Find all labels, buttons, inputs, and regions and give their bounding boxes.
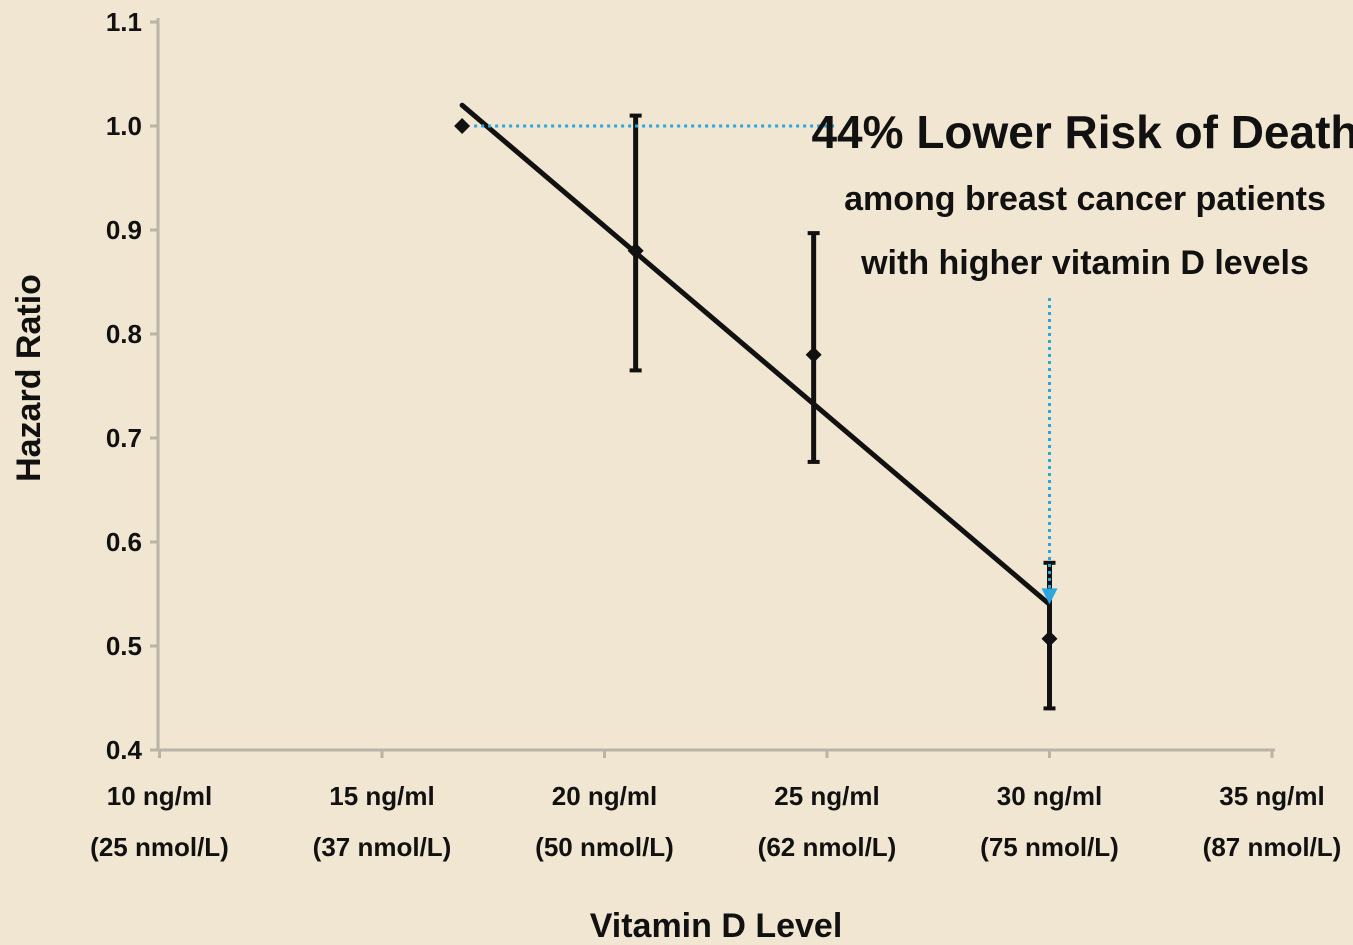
data-marks bbox=[454, 102, 1058, 711]
y-tick-label: 1.1 bbox=[106, 7, 142, 37]
x-tick-sublabel: (75 nmol/L) bbox=[980, 832, 1119, 862]
x-tick-label: 35 ng/ml bbox=[1219, 781, 1324, 811]
y-tick-label: 0.8 bbox=[106, 319, 142, 349]
x-tick-label: 25 ng/ml bbox=[774, 781, 879, 811]
y-tick-label: 0.9 bbox=[106, 215, 142, 245]
annotation-line-2: among breast cancer patients bbox=[844, 180, 1326, 218]
data-point bbox=[805, 346, 822, 363]
y-tick-label: 0.5 bbox=[106, 631, 142, 661]
x-tick-label: 30 ng/ml bbox=[997, 781, 1102, 811]
trend-line bbox=[459, 102, 1052, 607]
arrow-head bbox=[1041, 588, 1058, 605]
x-tick-sublabel: (62 nmol/L) bbox=[758, 832, 897, 862]
x-axis-title: Vitamin D Level bbox=[590, 907, 843, 945]
x-tick-sublabel: (37 nmol/L) bbox=[313, 832, 452, 862]
x-tick-label: 15 ng/ml bbox=[329, 781, 434, 811]
y-axis-title: Hazard Ratio bbox=[10, 274, 48, 482]
x-tick-sublabel: (50 nmol/L) bbox=[535, 832, 674, 862]
y-tick-labels: 1.1 1.0 0.9 0.8 0.7 0.6 0.5 0.4 bbox=[106, 7, 158, 765]
y-tick-label: 0.7 bbox=[106, 423, 142, 453]
annotation-headline: 44% Lower Risk of Death bbox=[811, 106, 1353, 158]
x-tick-label: 20 ng/ml bbox=[552, 781, 657, 811]
y-tick-label: 1.0 bbox=[106, 111, 142, 141]
annotation-lines bbox=[474, 124, 1058, 605]
x-tick-sublabel: (87 nmol/L) bbox=[1203, 832, 1342, 862]
data-point bbox=[454, 118, 471, 134]
x-tick-labels: 10 ng/ml (25 nmol/L) 15 ng/ml (37 nmol/L) 20… bbox=[90, 750, 1341, 862]
data-point bbox=[627, 242, 644, 259]
y-tick-label: 0.6 bbox=[106, 527, 142, 557]
data-point bbox=[1041, 630, 1058, 647]
annotation-line-3: with higher vitamin D levels bbox=[860, 244, 1309, 282]
x-tick-sublabel: (25 nmol/L) bbox=[90, 832, 229, 862]
x-tick-label: 10 ng/ml bbox=[107, 781, 212, 811]
y-tick-label: 0.4 bbox=[106, 735, 143, 765]
